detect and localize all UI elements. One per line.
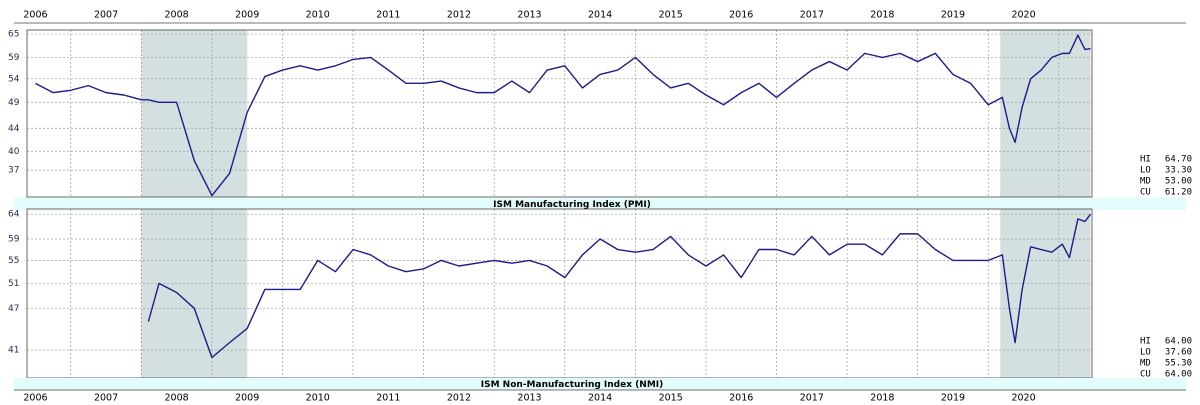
x-tick-label: 2013 — [517, 10, 541, 21]
x-tick-label: 2007 — [94, 10, 118, 21]
shaded-range — [1000, 30, 1091, 197]
y-tick-label: 47 — [8, 304, 19, 314]
y-tick-label: 41 — [8, 345, 19, 355]
y-tick-label: 64 — [8, 210, 20, 220]
stat-label: CU — [1140, 188, 1151, 198]
x-tick-label: 2009 — [235, 393, 259, 404]
x-tick-label: 2010 — [306, 10, 330, 21]
y-tick-label: 49 — [8, 98, 20, 108]
x-tick-label: 2013 — [517, 393, 541, 404]
stat-label: LO — [1140, 166, 1151, 176]
stat-label: HI — [1140, 155, 1151, 165]
x-tick-label: 2008 — [165, 10, 189, 21]
stat-value: 61.20 — [1165, 188, 1192, 198]
title-bar — [14, 198, 1186, 210]
y-tick-label: 44 — [8, 124, 20, 134]
chart-title: ISM Manufacturing Index (PMI) — [493, 200, 651, 210]
stat-value: 64.70 — [1165, 155, 1192, 165]
x-tick-label: 2011 — [376, 393, 400, 404]
x-tick-label: 2015 — [659, 10, 683, 21]
x-tick-label: 2014 — [588, 393, 612, 404]
data-line — [35, 34, 1091, 197]
y-tick-label: 54 — [8, 74, 20, 84]
y-tick-label: 40 — [8, 147, 20, 157]
stat-label: LO — [1140, 348, 1151, 358]
stat-value: 55.30 — [1165, 359, 1192, 369]
x-tick-label: 2006 — [23, 393, 47, 404]
x-tick-label: 2015 — [659, 393, 683, 404]
x-tick-label: 2006 — [23, 10, 47, 21]
y-tick-label: 55 — [8, 256, 19, 266]
stat-label: MD — [1140, 177, 1151, 187]
x-tick-label: 2011 — [376, 10, 400, 21]
y-tick-label: 65 — [8, 30, 19, 40]
x-tick-label: 2007 — [94, 393, 118, 404]
x-tick-label: 2010 — [306, 393, 330, 404]
x-tick-label: 2019 — [941, 10, 965, 21]
y-tick-label: 59 — [8, 234, 20, 244]
x-tick-label: 2014 — [588, 10, 612, 21]
stat-value: 33.30 — [1165, 166, 1192, 176]
x-tick-label: 2017 — [800, 393, 824, 404]
x-tick-label: 2018 — [870, 393, 894, 404]
y-tick-label: 59 — [8, 53, 20, 63]
stat-label: MD — [1140, 359, 1151, 369]
x-tick-label: 2020 — [1011, 393, 1035, 404]
shaded-range — [141, 209, 248, 378]
x-tick-label: 2009 — [235, 10, 259, 21]
title-bar — [14, 378, 1186, 390]
stat-value: 64.00 — [1165, 337, 1192, 347]
stat-value: 64.00 — [1165, 370, 1192, 380]
shaded-range — [1000, 209, 1091, 378]
y-tick-label: 37 — [8, 166, 19, 176]
stat-value: 37.60 — [1165, 348, 1192, 358]
chart-title: ISM Non-Manufacturing Index (NMI) — [481, 380, 663, 390]
x-tick-label: 2016 — [729, 393, 753, 404]
stat-label: HI — [1140, 337, 1151, 347]
x-tick-label: 2020 — [1011, 10, 1035, 21]
x-tick-label: 2016 — [729, 10, 753, 21]
stat-label: CU — [1140, 370, 1151, 380]
x-tick-label: 2012 — [447, 393, 471, 404]
x-tick-label: 2012 — [447, 10, 471, 21]
x-tick-label: 2019 — [941, 393, 965, 404]
data-line — [147, 213, 1092, 359]
x-tick-label: 2008 — [165, 393, 189, 404]
shaded-range — [141, 30, 248, 197]
stat-value: 53.00 — [1165, 177, 1192, 187]
plot-border — [26, 29, 1093, 198]
x-tick-label: 2018 — [870, 10, 894, 21]
x-tick-label: 2017 — [800, 10, 824, 21]
y-tick-label: 51 — [8, 279, 19, 289]
